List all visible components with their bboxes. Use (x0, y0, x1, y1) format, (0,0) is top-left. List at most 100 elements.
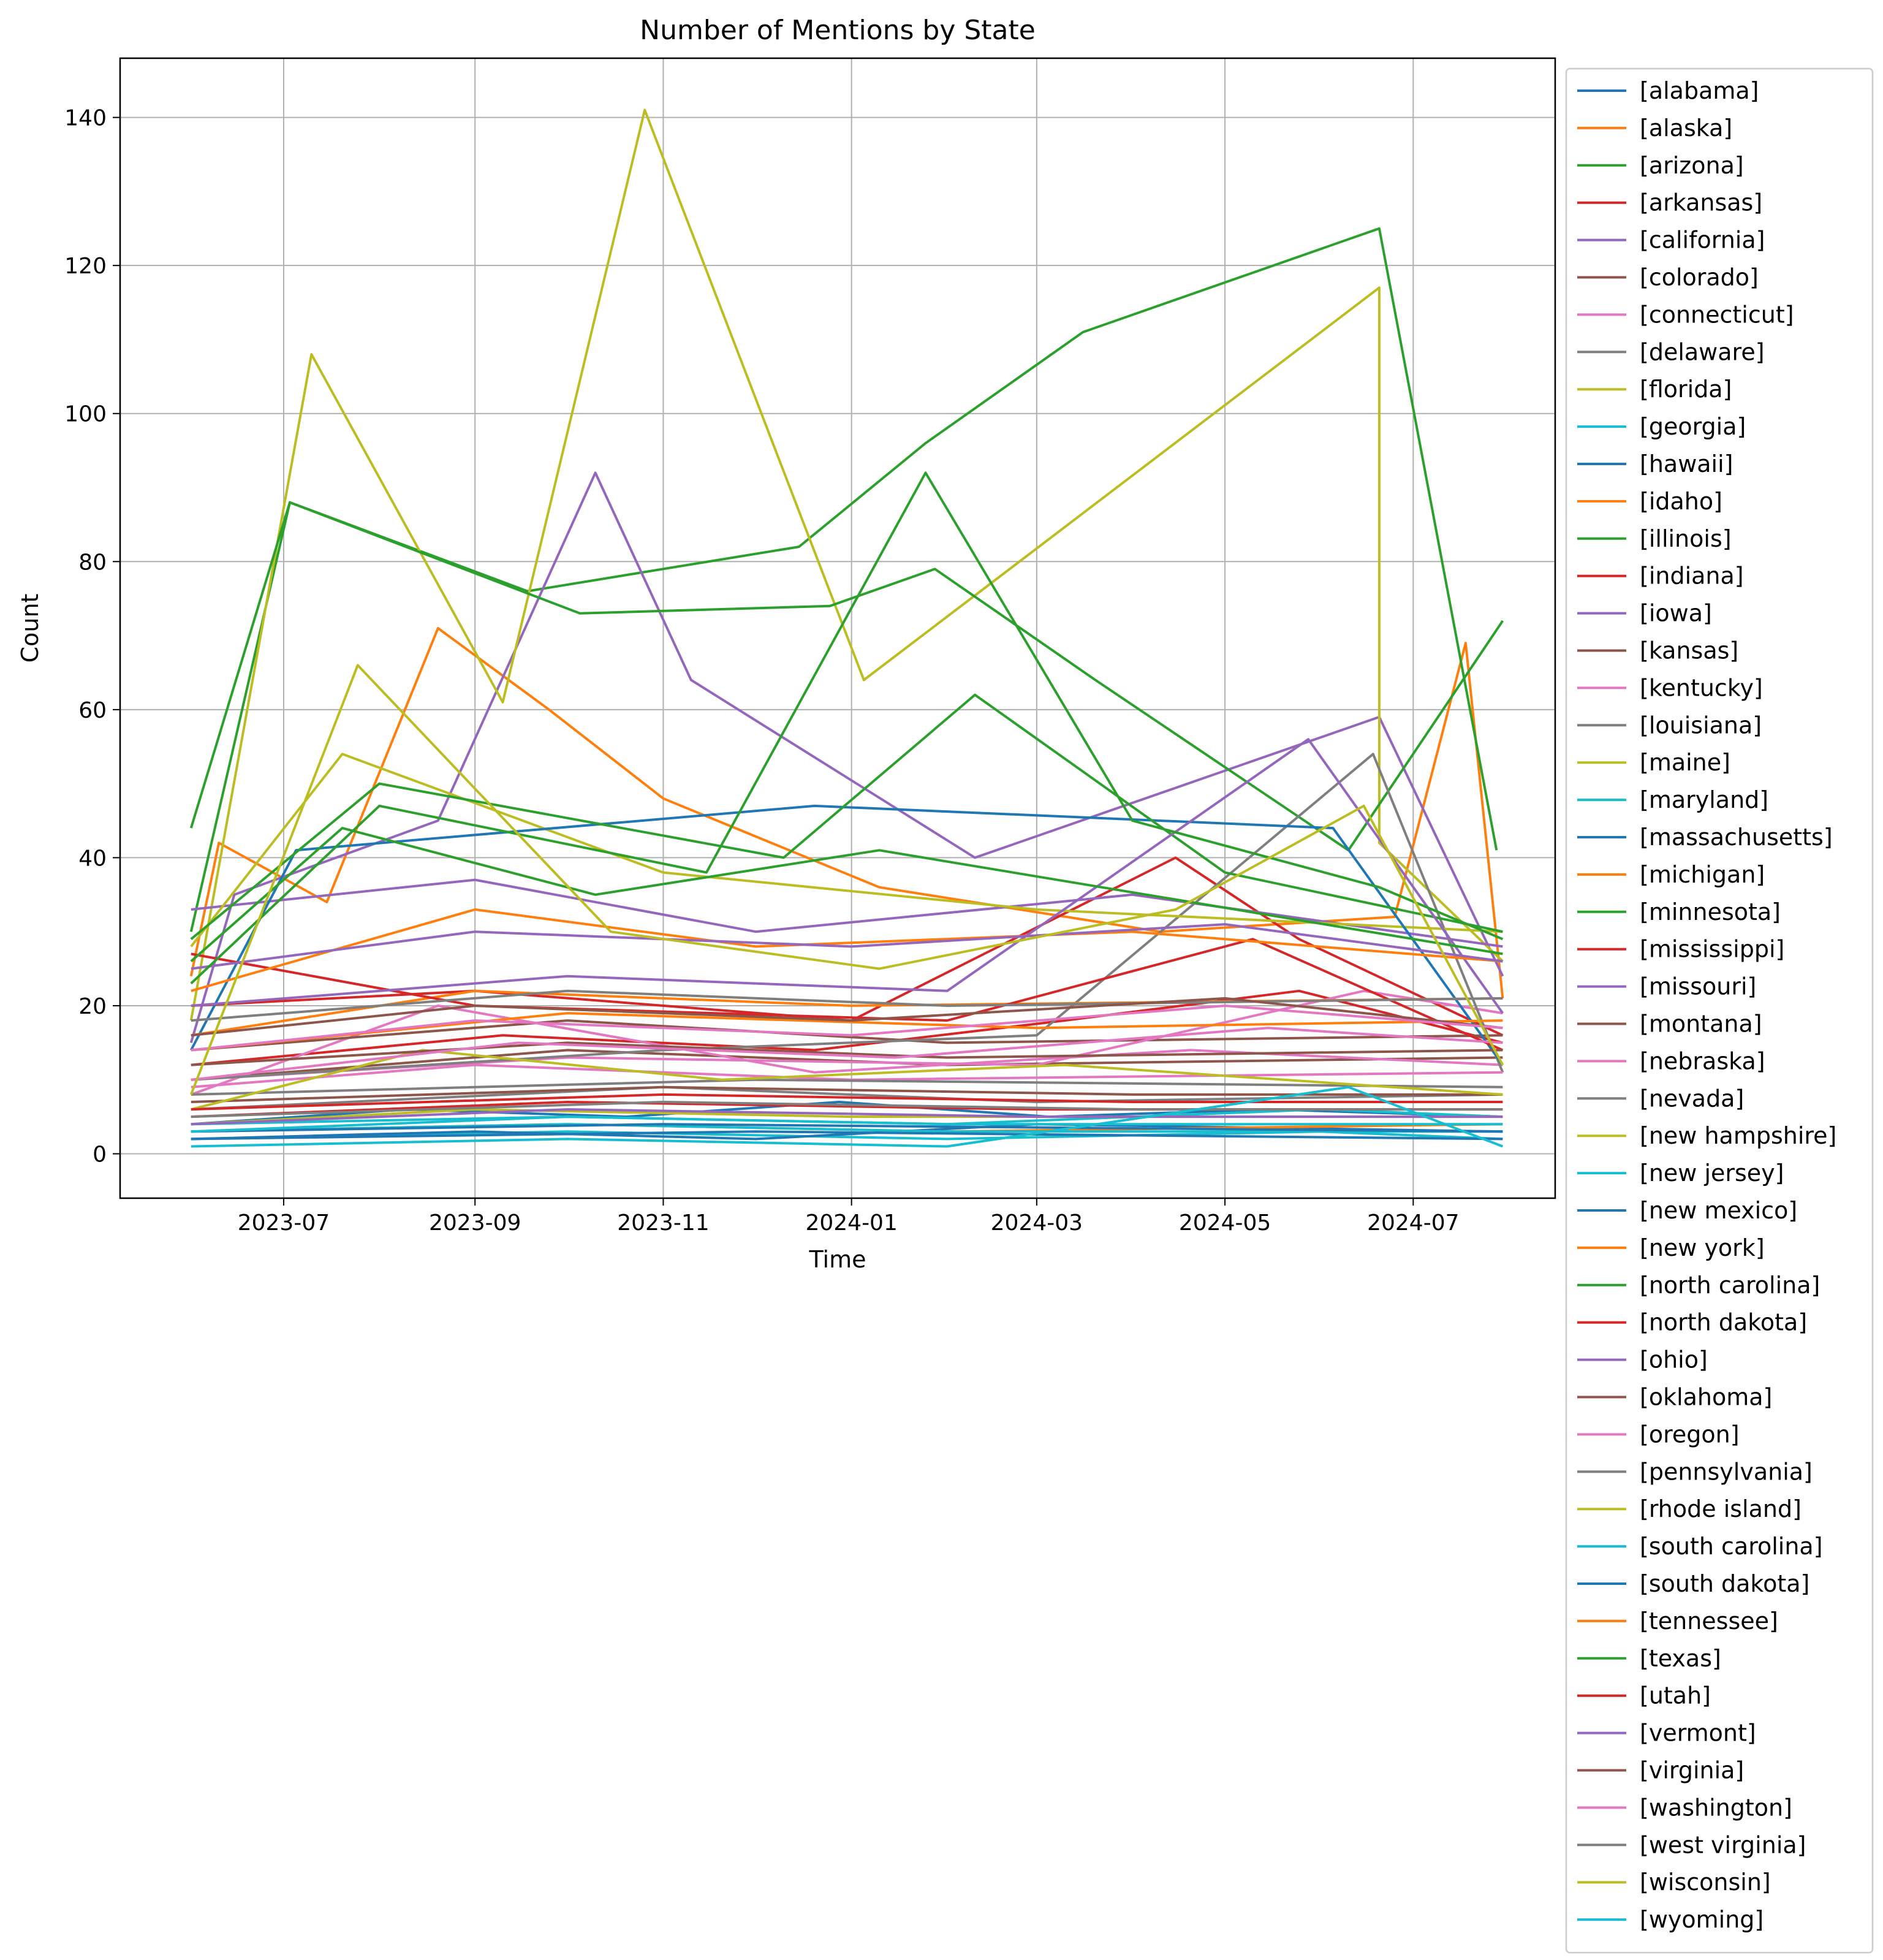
y-tick-label: 140 (64, 106, 107, 131)
series-line-georgia (191, 1130, 1503, 1141)
y-tick-label: 80 (78, 550, 107, 575)
legend-label-michigan: [michigan] (1640, 861, 1765, 888)
legend-label-massachusetts: [massachusetts] (1640, 824, 1833, 851)
y-tick-label: 60 (78, 698, 107, 723)
legend-label-nebraska: [nebraska] (1640, 1047, 1765, 1074)
series-line-florida (189, 108, 1504, 1021)
legend-label-missouri: [missouri] (1640, 973, 1756, 1000)
x-tick-label: 2024-01 (805, 1210, 897, 1236)
y-tick-label: 20 (78, 994, 107, 1019)
y-tick-label: 120 (64, 254, 107, 279)
legend-label-hawaii: [hawaii] (1640, 450, 1733, 477)
legend-label-california: [california] (1640, 227, 1765, 254)
y-axis-ticks: 0 20 40 60 80 100 120 140 (64, 106, 120, 1168)
legend-label-florida: [florida] (1640, 376, 1732, 403)
series-line-california (189, 471, 1504, 1043)
legend-label-oklahoma: [oklahoma] (1640, 1384, 1772, 1411)
series-line-minnesota (190, 693, 1503, 940)
legend-label-georgia: [georgia] (1640, 413, 1746, 440)
legend-label-indiana: [indiana] (1640, 563, 1744, 590)
legend-label-wisconsin: [wisconsin] (1640, 1869, 1771, 1896)
legend-label-south-carolina: [south carolina] (1640, 1533, 1823, 1560)
legend-label-virginia: [virginia] (1640, 1757, 1744, 1784)
series-line-maine (190, 753, 1503, 948)
legend-label-vermont: [vermont] (1640, 1720, 1756, 1747)
legend-label-maryland: [maryland] (1640, 786, 1768, 813)
legend-label-oregon: [oregon] (1640, 1421, 1740, 1448)
legend: [alabama] [alaska] [arizona] [arkansas] [cal… (1565, 67, 1874, 1954)
legend-label-mississippi: [mississippi] (1640, 936, 1784, 963)
series-line-oklahoma (191, 1041, 1503, 1066)
legend-items: [alabama] [alaska] [arizona] [arkansas] [cal… (1577, 77, 1836, 1933)
legend-label-washington: [washington] (1640, 1794, 1792, 1821)
legend-label-louisiana: [louisiana] (1640, 712, 1762, 739)
legend-label-new-hampshire: [new hampshire] (1640, 1122, 1836, 1149)
series-line-new-york (191, 908, 1503, 992)
legend-label-alaska: [alaska] (1640, 115, 1732, 142)
series-line-wisconsin (189, 664, 1504, 1095)
x-tick-label: 2024-03 (991, 1210, 1083, 1236)
legend-label-kentucky: [kentucky] (1640, 674, 1763, 701)
legend-label-utah: [utah] (1640, 1682, 1711, 1709)
series-line-oregon (191, 1027, 1503, 1081)
legend-label-rhode-island: [rhode island] (1640, 1495, 1802, 1522)
y-tick-label: 100 (64, 402, 107, 427)
series-line-nebraska (191, 1063, 1503, 1088)
plot-background (120, 58, 1555, 1198)
legend-label-arkansas: [arkansas] (1640, 189, 1762, 216)
series-lines (189, 108, 1504, 1148)
legend-label-pennsylvania: [pennsylvania] (1640, 1458, 1813, 1485)
legend-label-arizona: [arizona] (1640, 152, 1744, 179)
legend-label-montana: [montana] (1640, 1011, 1762, 1038)
legend-label-colorado: [colorado] (1640, 264, 1759, 291)
series-line-colorado (191, 1049, 1503, 1081)
series-line-virginia (191, 997, 1503, 1037)
series-line-illinois (189, 501, 1504, 852)
series-line-mississippi (191, 938, 1504, 1052)
legend-label-wyoming: [wyoming] (1640, 1906, 1764, 1933)
series-line-indiana (191, 856, 1504, 1037)
series-line-missouri (191, 738, 1504, 1014)
series-line-louisiana (191, 753, 1504, 1081)
legend-label-illinois: [illinois] (1640, 525, 1732, 552)
legend-label-minnesota: [minnesota] (1640, 898, 1781, 925)
legend-label-ohio: [ohio] (1640, 1347, 1708, 1373)
legend-label-maine: [maine] (1640, 749, 1730, 776)
x-axis-ticks: 2023-07 2023-09 2023-11 2024-01 2024-03 2024-… (238, 1198, 1460, 1236)
series-line-vermont (191, 1108, 1503, 1126)
series-line-new-mexico (191, 1123, 1503, 1133)
y-tick-label: 40 (78, 846, 107, 871)
x-tick-label: 2023-07 (238, 1210, 330, 1236)
legend-label-delaware: [delaware] (1640, 338, 1765, 365)
series-line-utah (191, 1093, 1503, 1111)
legend-label-alabama: [alabama] (1640, 77, 1759, 104)
x-tick-label: 2023-09 (429, 1210, 521, 1236)
legend-label-new-mexico: [new mexico] (1640, 1197, 1797, 1224)
series-line-west-virginia (191, 1101, 1503, 1119)
plot-frame (119, 57, 1556, 1199)
x-tick-label: 2023-11 (617, 1210, 709, 1236)
y-tick-label: 0 (93, 1142, 107, 1168)
series-line-washington (191, 1005, 1503, 1052)
legend-label-west-virginia: [west virginia] (1640, 1831, 1806, 1858)
legend-label-north-carolina: [north carolina] (1640, 1272, 1820, 1299)
series-line-wyoming (191, 1085, 1504, 1148)
legend-label-kansas: [kansas] (1640, 637, 1738, 664)
series-line-texas (190, 471, 1504, 985)
series-line-connecticut (191, 1005, 1503, 1096)
legend-label-connecticut: [connecticut] (1640, 301, 1794, 328)
series-line-hawaii (191, 1123, 1503, 1141)
legend-label-texas: [texas] (1640, 1645, 1721, 1672)
legend-label-new-jersey: [new jersey] (1640, 1160, 1784, 1187)
legend-label-north-dakota: [north dakota] (1640, 1309, 1807, 1336)
series-line-pennsylvania (191, 989, 1503, 1022)
series-line-alaska (189, 627, 1504, 999)
legend-label-iowa: [iowa] (1640, 600, 1712, 627)
legend-label-new-york: [new york] (1640, 1234, 1765, 1261)
series-line-north-carolina (190, 827, 1503, 963)
legend-frame (1565, 67, 1874, 1954)
x-tick-label: 2024-07 (1367, 1210, 1459, 1236)
series-line-south-carolina (191, 1115, 1503, 1133)
x-tick-label: 2024-05 (1179, 1210, 1271, 1236)
